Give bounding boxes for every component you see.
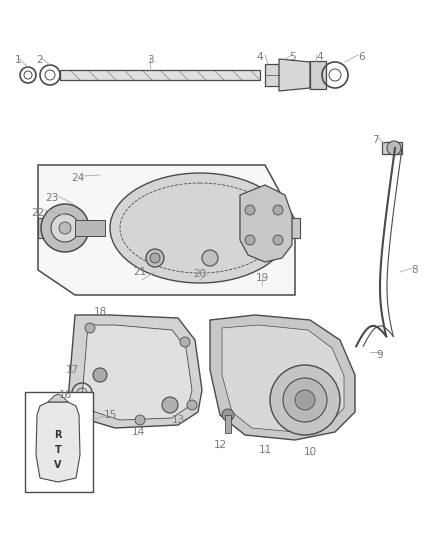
Circle shape [85,323,95,333]
Text: 24: 24 [71,173,85,183]
Bar [25,392,93,492]
Circle shape [162,397,178,413]
Polygon shape [48,394,68,402]
Text: V: V [54,460,62,470]
Text: 10: 10 [304,447,317,457]
Circle shape [245,235,255,245]
Circle shape [222,409,234,421]
Text: R: R [54,430,62,440]
Text: 18: 18 [93,307,106,317]
Polygon shape [82,325,192,420]
Bar [265,64,279,86]
Text: 20: 20 [194,269,207,279]
Circle shape [83,403,93,413]
Bar [38,218,83,238]
Circle shape [387,141,401,155]
Text: 9: 9 [377,350,383,360]
Bar [310,61,326,89]
Text: 1: 1 [15,55,21,65]
Polygon shape [210,315,355,440]
Text: 8: 8 [412,265,418,275]
Circle shape [283,378,327,422]
Text: 16: 16 [58,390,72,400]
Circle shape [187,400,197,410]
Bar [382,142,402,154]
Circle shape [146,249,164,267]
Circle shape [270,365,340,435]
Polygon shape [222,325,344,432]
Polygon shape [36,402,80,482]
Text: 6: 6 [359,52,365,62]
Text: 17: 17 [65,365,79,375]
Text: 22: 22 [32,208,45,218]
Circle shape [150,253,160,263]
Circle shape [202,250,218,266]
Bar [60,70,260,80]
Polygon shape [240,185,292,262]
Circle shape [273,235,283,245]
Circle shape [180,337,190,347]
Circle shape [93,368,107,382]
Text: T: T [55,445,61,455]
Text: 3: 3 [147,55,153,65]
Text: 13: 13 [171,415,185,425]
Polygon shape [279,59,310,91]
Text: 15: 15 [103,410,117,420]
Circle shape [245,205,255,215]
Circle shape [273,205,283,215]
Ellipse shape [110,173,290,283]
Text: 4: 4 [257,52,263,62]
Text: 2: 2 [37,55,43,65]
Text: 11: 11 [258,445,272,455]
Bar [75,220,105,236]
Polygon shape [68,315,202,428]
Polygon shape [38,165,295,295]
Text: 5: 5 [289,52,295,62]
Circle shape [41,204,89,252]
Text: 7: 7 [372,135,378,145]
Text: 19: 19 [255,273,268,283]
Circle shape [135,415,145,425]
Circle shape [295,390,315,410]
Circle shape [51,214,79,242]
Text: 23: 23 [46,193,59,203]
Text: 14: 14 [131,427,145,437]
Bar [270,218,300,238]
Text: 12: 12 [213,440,226,450]
Text: 21: 21 [134,267,147,277]
Bar [225,415,231,433]
Circle shape [59,222,71,234]
Text: 4: 4 [317,52,323,62]
